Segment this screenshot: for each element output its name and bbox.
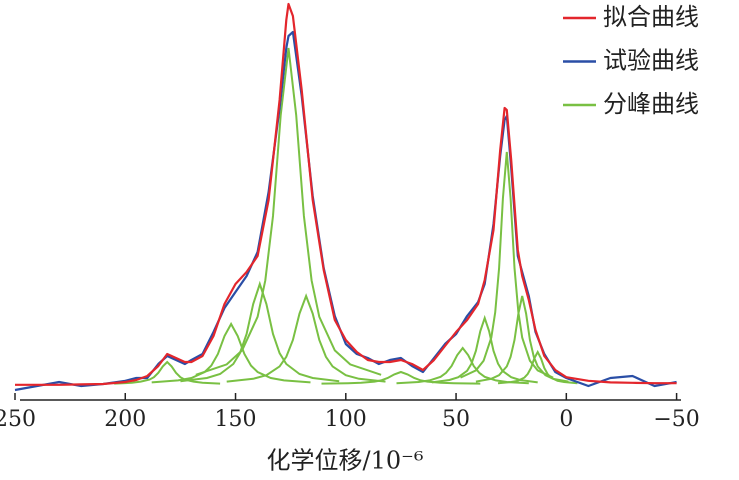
- component-line: [475, 295, 569, 383]
- component-line: [497, 349, 578, 385]
- component-line: [180, 280, 340, 383]
- x-tick-label: 150: [215, 407, 257, 432]
- x-tick-label: 0: [559, 407, 573, 432]
- series-line: [15, 2, 677, 386]
- component-line: [226, 293, 386, 383]
- x-tick-label: 50: [442, 407, 470, 432]
- component-line: [195, 47, 382, 376]
- legend-label: 分峰曲线: [603, 90, 699, 118]
- x-tick-label: 200: [104, 407, 146, 432]
- x-tick-label: 100: [325, 407, 367, 432]
- component-line: [460, 151, 554, 379]
- legend-label: 试验曲线: [603, 47, 699, 75]
- legend-label: 拟合曲线: [603, 3, 699, 31]
- x-axis-label: 化学位移/10⁻⁶: [267, 447, 424, 475]
- x-tick-label: −50: [653, 407, 699, 432]
- series-line: [14, 30, 677, 392]
- component-line: [431, 314, 538, 384]
- x-tick-label: 250: [0, 407, 36, 432]
